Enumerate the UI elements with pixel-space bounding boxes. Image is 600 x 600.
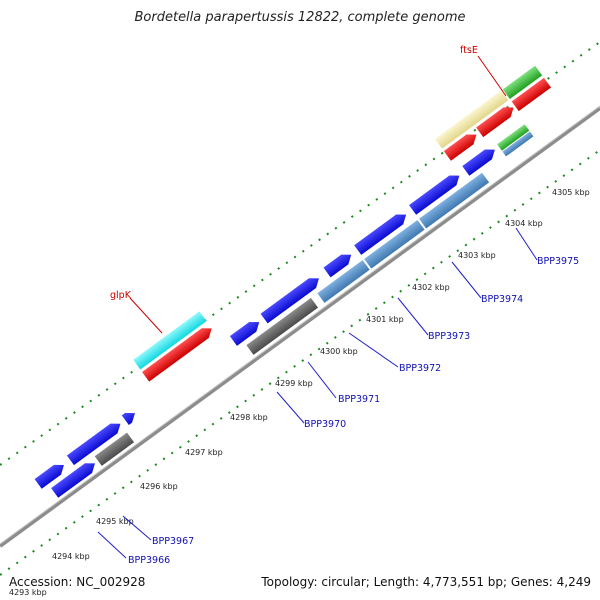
ftse-red-feature[interactable]: [443, 130, 480, 161]
gene-label[interactable]: BPP3967: [152, 536, 194, 547]
cds-feature[interactable]: [121, 408, 139, 426]
kbp-label: 4305 kbp: [552, 188, 590, 197]
green-feature[interactable]: [497, 124, 530, 151]
gene-label[interactable]: BPP3974: [481, 294, 523, 305]
kbp-label: 4297 kbp: [185, 448, 223, 457]
gene-labels: BPP3966 BPP3967 BPP3970 BPP3971 BPP3972 …: [128, 256, 579, 566]
kbp-label: 4301 kbp: [366, 315, 404, 324]
gene-label[interactable]: BPP3971: [338, 394, 380, 405]
cds-feature[interactable]: [260, 274, 323, 324]
callout-line: [307, 361, 337, 399]
gene-callouts: [97, 227, 538, 559]
kbp-label: 4300 kbp: [320, 347, 358, 356]
kbp-label: 4299 kbp: [275, 379, 313, 388]
kbp-label: 4295 kbp: [96, 517, 134, 526]
callout-line: [348, 332, 399, 368]
callout-line: [97, 531, 127, 559]
glpk-red-feature[interactable]: [142, 324, 215, 382]
cds-feature[interactable]: [462, 145, 498, 176]
cds-feature[interactable]: [354, 210, 410, 255]
glpk-feature[interactable]: [133, 311, 207, 370]
cds-feature[interactable]: [34, 460, 68, 489]
cds-feature[interactable]: [409, 171, 463, 215]
ftse-feature[interactable]: [435, 90, 509, 149]
callout-line: [515, 227, 538, 261]
red-feature-top[interactable]: [511, 77, 552, 112]
kbp-label: 4303 kbp: [458, 251, 496, 260]
genome-backbone-highlight: [0, 105, 600, 545]
feature-track: [34, 124, 534, 498]
cds-other-feature[interactable]: [364, 219, 425, 269]
ftse-red-feature-2[interactable]: [476, 103, 517, 138]
cds-other-feature[interactable]: [419, 172, 490, 229]
gene-label[interactable]: BPP3970: [304, 419, 346, 430]
gene-label[interactable]: BPP3966: [128, 555, 170, 566]
gene-label[interactable]: BPP3973: [428, 331, 470, 342]
ftse-callout-line: [477, 55, 507, 97]
outer-tick-track: [0, 41, 600, 466]
cds-feature[interactable]: [229, 317, 263, 346]
ftse-label: ftsE: [460, 45, 478, 56]
cds-other-feature[interactable]: [317, 260, 370, 303]
glpk-callout-line: [129, 297, 163, 334]
kbp-label: 4302 kbp: [412, 283, 450, 292]
cds-feature[interactable]: [51, 459, 98, 498]
genome-summary-text: Topology: circular; Length: 4,773,551 bp…: [261, 575, 591, 589]
cds-feature[interactable]: [323, 250, 354, 278]
gene-label[interactable]: BPP3972: [399, 363, 441, 374]
rrna-feature[interactable]: [246, 297, 319, 355]
kbp-label: 4304 kbp: [505, 219, 543, 228]
cds-other-feature[interactable]: [502, 131, 534, 157]
callout-line: [276, 391, 305, 424]
cds-feature[interactable]: [66, 419, 124, 466]
accession-text: Accession: NC_002928: [9, 575, 146, 589]
forward-cds: [34, 124, 530, 489]
green-feature-top[interactable]: [502, 65, 543, 100]
genome-backbone: [0, 106, 600, 548]
gene-label[interactable]: BPP3975: [537, 256, 579, 267]
glpk-label: glpK: [110, 290, 132, 301]
outer-features: [133, 65, 552, 382]
kbp-label: 4296 kbp: [140, 482, 178, 491]
kbp-labels: 4293 kbp 4294 kbp 4295 kbp 4296 kbp 4297…: [9, 188, 590, 597]
kbp-label: 4294 kbp: [52, 552, 90, 561]
kbp-label: 4298 kbp: [230, 413, 268, 422]
callout-line: [397, 297, 429, 336]
kbp-label: 4293 kbp: [9, 588, 47, 597]
rrna-feature[interactable]: [94, 432, 135, 466]
callout-line: [451, 261, 482, 299]
callout-line: [122, 515, 152, 541]
inner-tick-track: [0, 149, 600, 576]
secondary-features: [51, 131, 534, 498]
map-title: Bordetella parapertussis 12822, complete…: [134, 10, 466, 25]
